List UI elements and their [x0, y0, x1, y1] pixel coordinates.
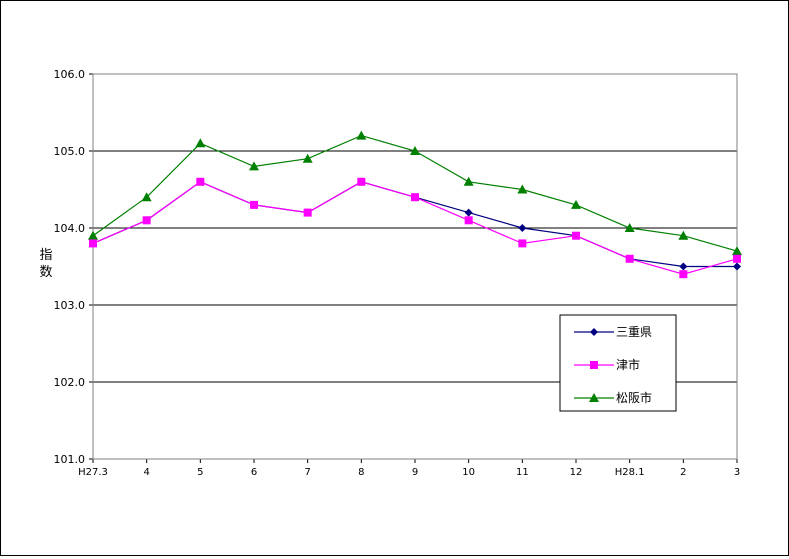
y-tick-label: 101.0 [54, 453, 86, 466]
data-point-square [196, 177, 205, 186]
data-point-triangle [589, 393, 599, 402]
data-point-triangle [678, 230, 689, 240]
data-point-triangle [195, 138, 206, 148]
data-point-square [303, 208, 312, 217]
data-point-diamond [590, 328, 598, 336]
x-tick-label: 12 [570, 467, 583, 478]
x-tick-labels: H27.3 4 5 6 7 8 9 10 11 12 H28.1 2 3 [78, 467, 740, 478]
legend-label: 松阪市 [616, 390, 652, 405]
data-point-triangle [571, 199, 581, 209]
data-point-square [733, 254, 741, 263]
data-point-square [89, 239, 97, 248]
data-point-triangle [356, 130, 367, 140]
data-point-triangle [732, 246, 742, 256]
y-tick-labels: 101.0 102.0 103.0 104.0 105.0 106.0 [54, 68, 86, 466]
data-point-triangle [624, 223, 635, 232]
y-tick-label: 105.0 [54, 145, 86, 158]
data-point-square [625, 254, 634, 263]
data-point-diamond [679, 262, 688, 271]
y-axis-label-char: 数 [39, 265, 52, 280]
data-point-triangle [141, 192, 152, 202]
data-point-diamond [464, 208, 473, 217]
data-point-triangle [302, 153, 313, 163]
data-point-square [572, 231, 580, 240]
y-axis-label: 指数 [39, 248, 52, 280]
series-triangle [88, 130, 742, 256]
data-point-square [142, 216, 151, 225]
x-tick-label: 3 [734, 467, 740, 478]
data-point-triangle [410, 146, 420, 155]
data-point-square [518, 239, 527, 248]
data-point-triangle [463, 176, 474, 186]
data-point-triangle [249, 161, 259, 171]
x-tick-label: 9 [412, 467, 418, 478]
data-point-square [357, 177, 366, 186]
legend-label: 津市 [616, 357, 640, 372]
y-tick-label: 102.0 [54, 376, 86, 389]
data-point-square [411, 193, 419, 202]
x-tick-label: 11 [516, 467, 529, 478]
data-point-square [464, 216, 473, 225]
x-tick-label: 4 [143, 467, 149, 478]
y-tick-label: 103.0 [54, 299, 86, 312]
y-axis-label-char: 指 [39, 248, 52, 263]
x-tick-label: H28.1 [615, 467, 645, 478]
data-point-square [250, 200, 258, 209]
y-tick-label: 104.0 [54, 222, 86, 235]
legend-label: 三重県 [616, 325, 652, 339]
x-tick-label: H27.3 [78, 467, 108, 478]
data-point-triangle [517, 184, 528, 194]
data-point-square [679, 270, 688, 279]
y-tick-label: 106.0 [54, 68, 86, 81]
data-point-triangle [88, 230, 98, 240]
series-square [89, 177, 741, 279]
x-tick-label: 7 [304, 467, 310, 478]
x-tick-label: 5 [197, 467, 203, 478]
data-point-diamond [518, 224, 527, 232]
x-tick-label: 2 [680, 467, 686, 478]
series [88, 130, 742, 279]
data-point-diamond [733, 262, 741, 271]
x-tick-label: 8 [358, 467, 364, 478]
legend-box [559, 314, 677, 412]
data-point-square [590, 361, 598, 369]
x-tick-label: 6 [251, 467, 257, 478]
x-tick-label: 10 [462, 467, 475, 478]
